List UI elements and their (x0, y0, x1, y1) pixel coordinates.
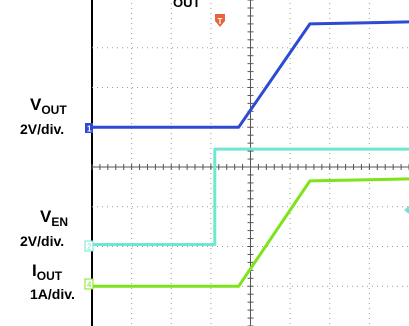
svg-text:IOUT: IOUT (32, 261, 63, 283)
iout-subscript: OUT (37, 269, 63, 283)
svg-text:2: 2 (87, 243, 92, 252)
channel-4-marker: 4 (84, 278, 94, 290)
ven-subscript: EN (51, 215, 68, 229)
svg-text:VEN: VEN (40, 207, 68, 229)
scope-frame (91, 0, 93, 326)
ven-label: VEN 2V/div. (20, 207, 68, 249)
header-fragment: OUT (173, 0, 201, 10)
iout-trace (92, 177, 409, 288)
svg-text:T: T (218, 17, 223, 26)
vout-name: V (30, 95, 42, 114)
vout-scale: 2V/div. (20, 121, 64, 137)
vout-subscript: OUT (41, 103, 67, 117)
iout-scale: 1A/div. (30, 286, 75, 302)
svg-text:4: 4 (87, 281, 92, 290)
channel-2-marker: 2 (84, 240, 94, 252)
iout-label: IOUT 1A/div. (30, 261, 75, 302)
iout-name: I (32, 261, 37, 280)
svg-text:1: 1 (87, 125, 92, 134)
svg-text:VOUT: VOUT (30, 95, 67, 117)
vout-trace (92, 20, 409, 129)
ven-name: V (40, 207, 52, 226)
trigger-level-marker (404, 206, 409, 214)
trigger-marker: T (215, 14, 225, 27)
channel-1-marker: 1 (85, 123, 93, 134)
scope-traces (92, 20, 409, 288)
vout-label: VOUT 2V/div. (20, 95, 67, 137)
ven-trace (92, 147, 409, 246)
ven-scale: 2V/div. (20, 233, 64, 249)
